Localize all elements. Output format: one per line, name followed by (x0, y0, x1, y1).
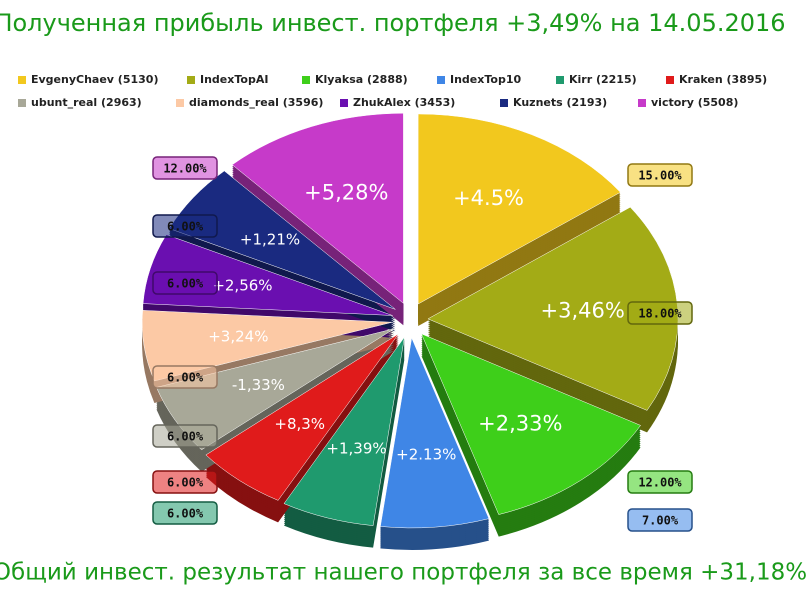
chart-caption: Общий инвест. результат нашего портфеля … (0, 560, 806, 586)
slice (283, 336, 405, 526)
slice-label: +2,33% (478, 412, 562, 436)
value-label-box (627, 508, 693, 532)
slice-label: +5,28% (304, 181, 388, 205)
slice (205, 333, 399, 501)
value-label-box (152, 470, 218, 494)
slice-label: +1,39% (326, 440, 386, 458)
slice-label: +4.5% (453, 186, 524, 210)
legend-swatch (638, 99, 646, 107)
value-label: 6.00% (167, 430, 204, 444)
legend-swatch (18, 99, 26, 107)
legend-swatch (556, 76, 564, 84)
value-label-box (627, 470, 693, 494)
legend-swatch (187, 76, 195, 84)
value-label: 6.00% (167, 371, 204, 385)
value-label-box (627, 301, 693, 325)
slice (380, 337, 490, 529)
legend-label: Kuznets (2193) (513, 96, 607, 109)
legend-swatch (666, 76, 674, 84)
slice-label: +3,46% (541, 298, 625, 322)
slice (231, 113, 404, 304)
legend-label: Kraken (3895) (679, 73, 767, 86)
value-label: 18.00% (638, 307, 682, 321)
legend-label: ubunt_real (2963) (31, 96, 142, 109)
legend-label: Klyaksa (2888) (315, 73, 408, 86)
value-label: 12.00% (163, 162, 207, 176)
value-label: 15.00% (638, 169, 682, 183)
value-label-box (627, 163, 693, 187)
legend-swatch (340, 99, 348, 107)
legend-label: IndexTopAI (200, 73, 268, 86)
value-label-box (152, 365, 218, 389)
legend-label: diamonds_real (3596) (189, 96, 323, 109)
legend-label: IndexTop10 (450, 73, 521, 86)
slice-label: +1,21% (240, 231, 300, 249)
slice-label: -1,33% (232, 376, 285, 394)
slice (417, 113, 621, 305)
legend-swatch (18, 76, 26, 84)
value-label-box (152, 424, 218, 448)
legend-swatch (437, 76, 445, 84)
value-label: 6.00% (167, 476, 204, 490)
legend-label: Kirr (2215) (569, 73, 637, 86)
value-label: 7.00% (642, 514, 679, 528)
legend-label: EvgenyChaev (5130) (31, 73, 158, 86)
value-label-box (152, 156, 218, 180)
value-label-box (152, 501, 218, 525)
slice (421, 333, 641, 515)
value-label: 12.00% (638, 476, 682, 490)
chart-title: Полученная прибыль инвест. портфеля +3,4… (0, 9, 786, 37)
legend-label: ZhukAlex (3453) (353, 96, 455, 109)
value-label: 6.00% (167, 507, 204, 521)
legend-swatch (176, 99, 184, 107)
value-label: 6.00% (167, 277, 204, 291)
slice-label: +2,56% (212, 277, 272, 295)
slice-label: +2.13% (396, 446, 456, 464)
legend-label: victory (5508) (651, 96, 738, 109)
slice-label: +3,24% (208, 328, 268, 346)
legend-swatch (500, 99, 508, 107)
value-label: 6.00% (167, 220, 204, 234)
legend-swatch (302, 76, 310, 84)
value-label-box (152, 271, 218, 295)
value-label-box (152, 214, 218, 238)
slice-label: +8,3% (274, 415, 325, 433)
